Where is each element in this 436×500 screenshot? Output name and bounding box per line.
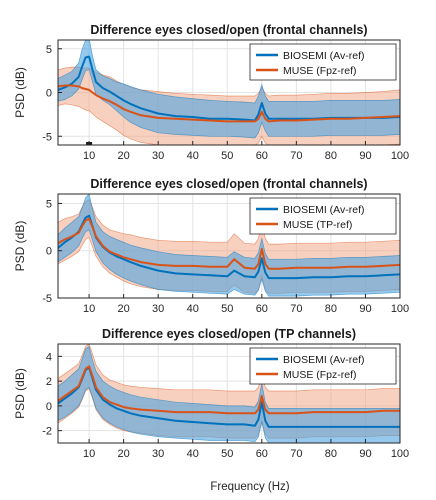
legend: BIOSEMI (Av-ref) MUSE (Fpz-ref) [249,347,397,385]
y-axis-label: PSD (dB) [13,67,27,118]
biosemi-confidence-band [58,194,400,297]
y-tick-label: 2 [46,376,52,388]
legend-label-biosemi: BIOSEMI (Av-ref) [283,354,364,366]
muse-mean-line [58,84,400,123]
legend-label-biosemi: BIOSEMI (Av-ref) [283,204,364,216]
legend: BIOSEMI (Av-ref) MUSE (Fpz-ref) [249,43,397,81]
axes-frame [57,343,401,444]
y-tick-label: 0 [46,401,52,413]
x-tick-label: 40 [187,303,199,315]
x-tick-label: 60 [256,448,268,460]
x-tick-label: 100 [391,150,409,162]
biosemi-mean-line [58,55,400,122]
legend-box [249,197,397,235]
x-tick-label: 90 [359,448,371,460]
x-tick-label: 20 [118,448,130,460]
legend-label-muse: MUSE (Fpz-ref) [283,369,357,381]
y-tick-label: 5 [46,44,52,56]
y-tick-label: 0 [46,246,52,258]
x-tick-label: 10 [83,303,95,315]
axes-frame [57,193,401,299]
x-tick-label: 20 [118,303,130,315]
x-tick-label: 50 [221,150,233,162]
biosemi-mean-line [58,214,400,280]
x-axis-label: Frequency (Hz) [210,481,289,493]
x-tick-label: 50 [221,303,233,315]
legend: BIOSEMI (Av-ref) MUSE (TP-ref) [249,197,397,235]
x-tick-label: 70 [290,150,302,162]
x-tick-label: 10 [83,448,95,460]
x-tick-label: 70 [290,448,302,460]
x-tick-label: 30 [152,448,164,460]
y-axis-label: PSD (dB) [13,221,27,272]
y-tick-label: -5 [42,293,52,305]
x-tick-label: 30 [152,150,164,162]
legend-label-muse: MUSE (TP-ref) [283,219,352,231]
y-tick-label: -2 [42,426,52,438]
chart-title: Difference eyes closed/open (frontal cha… [90,177,367,191]
y-tick-label: 0 [46,88,52,100]
legend-label-muse: MUSE (Fpz-ref) [283,65,357,77]
x-tick-label: 30 [152,303,164,315]
x-tick-label: 40 [187,150,199,162]
x-tick-label: 60 [256,303,268,315]
chart-title: Difference eyes closed/open (TP channels… [102,327,356,341]
biosemi-confidence-band [58,40,400,139]
chart-panel-1: 10 20 30 40 50 60 70 80 90 100 -5 0 5 Difference eyes… [13,23,409,162]
x-tick-label: 50 [221,448,233,460]
x-tick-label: 80 [325,303,337,315]
muse-mean-line [58,217,400,270]
chart-panel-3: 10 20 30 40 50 60 70 80 90 100 -2 0 2 4 Difference eye… [13,327,409,460]
x-tick-label: 10 [83,150,95,162]
y-tick-label: -5 [42,131,52,143]
x-tick-label: 60 [256,150,268,162]
legend-box [249,347,397,385]
y-tick-label: 4 [46,351,52,363]
legend-box [249,43,397,81]
chart-panel-2: 10 20 30 40 50 60 70 80 90 100 -5 0 5 Difference eyes… [13,177,409,315]
legend-label-biosemi: BIOSEMI (Av-ref) [283,50,364,62]
x-tick-label: 20 [118,150,130,162]
x-tick-label: 80 [325,150,337,162]
x-tick-label: 100 [391,303,409,315]
x-tick-label: 90 [359,303,371,315]
x-tick-label: 80 [325,448,337,460]
muse-mean-line [58,365,400,415]
x-tick-label: 70 [290,303,302,315]
x-tick-label: 40 [187,448,199,460]
chart-title: Difference eyes closed/open (frontal cha… [90,23,367,37]
x-tick-label: 100 [391,448,409,460]
biosemi-confidence-band [58,345,400,443]
y-axis-label: PSD (dB) [13,368,27,419]
x-tick-label: 90 [359,150,371,162]
y-tick-label: 5 [46,198,52,210]
